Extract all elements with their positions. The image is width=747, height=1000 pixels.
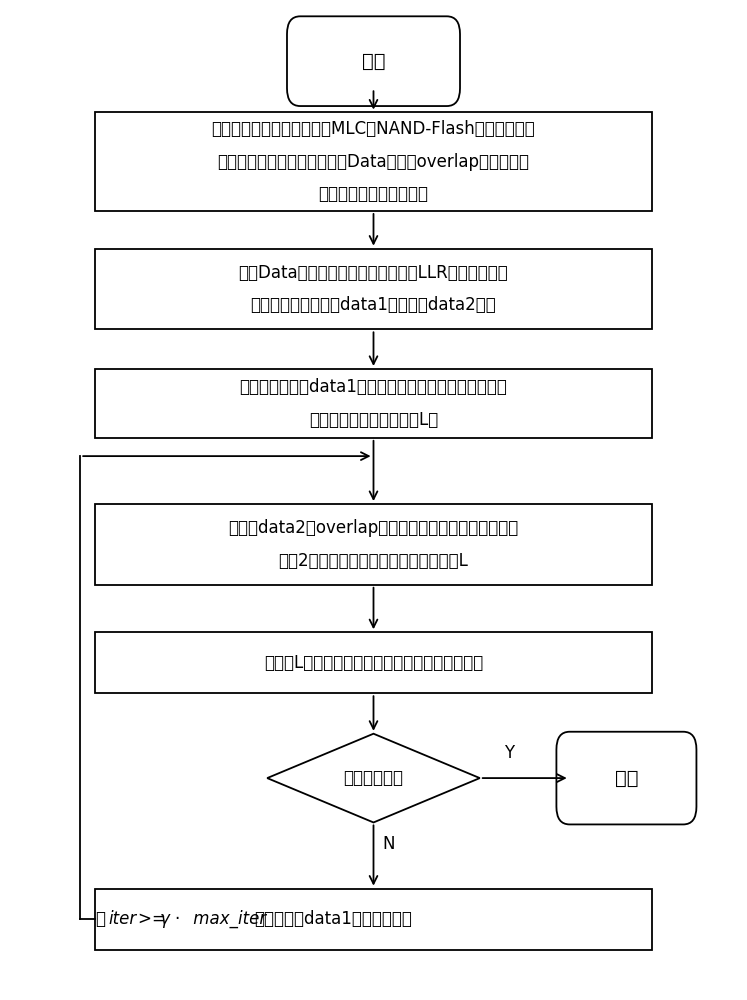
Text: 对于Data块中的变量节点，根据初始LLR的绝对值的大: 对于Data块中的变量节点，根据初始LLR的绝对值的大 [238,264,509,282]
Text: 若: 若 [95,910,105,928]
Text: 译码成功与否: 译码成功与否 [344,769,403,787]
Bar [95,369,652,438]
Text: 点，对所有的变量节点分块：Data块以及overlap块，并确定: 点，对所有的变量节点分块：Data块以及overlap块，并确定 [217,153,530,171]
Text: >=: >= [138,910,171,928]
Text: 依次对data2、overlap子块中的节点顺序更新，同时搜: 依次对data2、overlap子块中的节点顺序更新，同时搜 [229,519,518,537]
Text: N: N [382,835,394,853]
FancyBboxPatch shape [287,16,460,106]
Text: 低值变量节点的判定阈值: 低值变量节点的判定阈值 [318,185,429,203]
Bar [95,889,652,950]
Text: 初始化：根据变量节点落入MLC型NAND-Flash各个区域的特: 初始化：根据变量节点落入MLC型NAND-Flash各个区域的特 [211,120,536,138]
Text: max_iter: max_iter [188,910,266,928]
Text: 开始: 开始 [362,52,385,71]
Text: 寻出2个子块内低值变量节点，存入集合L: 寻出2个子块内低值变量节点，存入集合L [279,552,468,570]
Bar [95,249,652,329]
Text: 小，分为两个子块：data1子块以及data2子块: 小，分为两个子块：data1子块以及data2子块 [251,296,496,314]
Text: ·: · [174,910,179,928]
Text: γ: γ [160,910,170,928]
Bar [95,112,652,211]
FancyBboxPatch shape [557,732,696,824]
Text: iter: iter [109,910,137,928]
Polygon shape [267,734,480,822]
Text: 迭代开始时跳过data1子块内节点的更新，仅搜寻出其中: 迭代开始时跳过data1子块内节点的更新，仅搜寻出其中 [240,378,507,396]
Text: Y: Y [504,744,514,762]
Text: ，开始更新data1子块内的节点: ，开始更新data1子块内的节点 [254,910,412,928]
Text: 对容器L中所有的低值变量节点进行串行译码更新: 对容器L中所有的低值变量节点进行串行译码更新 [264,654,483,672]
Bar [95,632,652,693]
Text: 的低值变量节点存入集合L中: 的低值变量节点存入集合L中 [309,411,438,429]
Bar [95,504,652,585]
Text: 结束: 结束 [615,769,638,788]
